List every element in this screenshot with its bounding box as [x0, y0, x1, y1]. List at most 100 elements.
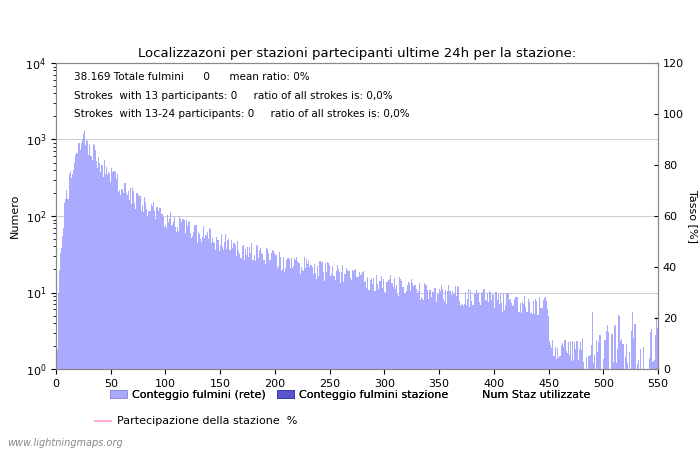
Bar	[587, 369, 589, 450]
Bar	[601, 369, 603, 450]
Bar	[418, 291, 419, 450]
Bar	[178, 231, 179, 450]
Bar	[466, 305, 467, 450]
Bar	[262, 254, 263, 450]
Bar	[218, 251, 220, 450]
Bar	[422, 299, 423, 450]
Bar	[640, 349, 641, 450]
Bar	[212, 238, 213, 450]
Bar	[608, 332, 609, 450]
Bar	[206, 232, 208, 450]
Bar	[173, 222, 174, 450]
Bar	[272, 250, 273, 450]
Bar	[550, 346, 552, 450]
Bar	[246, 256, 247, 450]
Bar	[645, 369, 647, 450]
Bar	[458, 287, 459, 450]
Bar	[476, 290, 477, 450]
Bar	[302, 270, 303, 450]
Bar	[409, 284, 410, 450]
Bar	[435, 288, 436, 450]
Bar	[419, 284, 420, 450]
Bar	[116, 179, 117, 450]
Bar	[99, 163, 100, 450]
Bar	[165, 225, 166, 450]
Bar	[94, 145, 95, 450]
Bar	[172, 225, 173, 450]
Bar	[141, 212, 142, 450]
Bar	[312, 267, 313, 450]
Bar	[137, 195, 139, 450]
Bar	[72, 175, 73, 450]
Bar	[225, 234, 226, 450]
Bar	[456, 296, 457, 450]
Bar	[491, 301, 492, 450]
Bar	[237, 241, 238, 450]
Bar	[153, 202, 154, 450]
Bar	[154, 211, 155, 450]
Bar	[363, 271, 364, 450]
Bar	[292, 268, 293, 450]
Bar	[373, 278, 374, 450]
Bar	[85, 144, 86, 450]
Bar	[503, 293, 504, 450]
Bar	[123, 193, 125, 450]
Bar	[293, 266, 294, 450]
Bar	[78, 143, 80, 450]
Bar	[276, 268, 278, 450]
Bar	[362, 273, 363, 450]
Bar	[181, 222, 183, 450]
Bar	[486, 293, 488, 450]
Bar	[109, 173, 110, 450]
Bar	[618, 315, 619, 450]
Bar	[631, 331, 632, 450]
Bar	[330, 276, 331, 450]
Bar	[283, 257, 284, 450]
Bar	[65, 199, 66, 450]
Bar	[256, 245, 257, 450]
Bar	[349, 271, 350, 450]
Bar	[67, 199, 69, 450]
Bar	[610, 369, 612, 450]
Bar	[130, 188, 131, 450]
Bar	[270, 260, 271, 450]
Bar	[335, 279, 336, 450]
Bar	[572, 341, 573, 450]
Y-axis label: Numero: Numero	[10, 194, 20, 238]
Bar	[326, 272, 327, 450]
Bar	[375, 291, 376, 450]
Bar	[397, 294, 398, 450]
Bar	[441, 285, 442, 450]
Bar	[403, 293, 405, 450]
Bar	[549, 341, 550, 450]
Bar	[307, 264, 308, 450]
Bar	[457, 286, 458, 450]
Bar	[338, 270, 339, 450]
Bar	[295, 261, 296, 450]
Bar	[585, 369, 587, 450]
Bar	[501, 302, 502, 450]
Bar	[187, 226, 188, 450]
Bar	[420, 300, 421, 450]
Bar	[236, 256, 237, 450]
Bar	[190, 233, 191, 450]
Bar	[371, 279, 372, 450]
Bar	[424, 283, 426, 450]
Bar	[111, 168, 113, 450]
Bar	[517, 297, 519, 450]
Bar	[636, 369, 637, 450]
Bar	[226, 248, 228, 450]
Bar	[197, 232, 199, 450]
Bar	[211, 243, 212, 450]
Bar	[222, 247, 223, 450]
Bar	[500, 293, 501, 450]
Bar	[191, 238, 193, 450]
Bar	[447, 291, 449, 450]
Bar	[647, 369, 648, 450]
Bar	[648, 369, 649, 450]
Bar	[398, 296, 399, 450]
Bar	[108, 172, 109, 450]
Bar	[166, 228, 167, 450]
Text: www.lightningmaps.org: www.lightningmaps.org	[7, 437, 122, 447]
Bar	[90, 156, 92, 450]
